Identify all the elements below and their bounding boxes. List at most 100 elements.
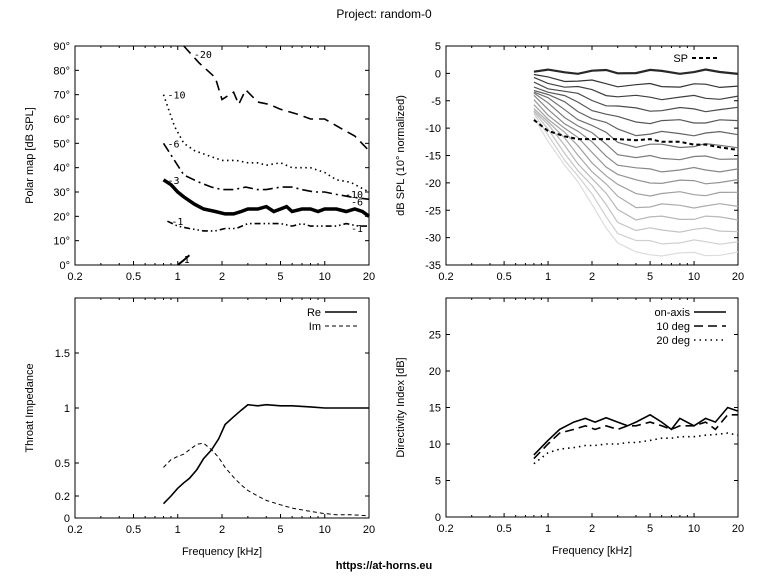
- x-tick-label: 10: [319, 271, 331, 283]
- polar-map-panel: 0.2 0.5 1 2 5 10 20 0° 10° 20° 30° 40° 50° 60° 70° 80° 9…: [24, 41, 375, 283]
- legend-label: on-axis: [655, 307, 691, 319]
- series-line-20-deg: [533, 432, 739, 465]
- x-tick-label: 5: [647, 523, 653, 535]
- y-tick-label: 20: [429, 366, 441, 378]
- spl-angle-curve: [533, 73, 739, 89]
- spl-angle-curve: [533, 94, 739, 173]
- spl-angle-curve: [533, 86, 739, 125]
- y-tick-label: -10: [425, 123, 441, 135]
- x-tick-label: 0.2: [438, 523, 453, 535]
- footer-url: https://at-horns.eu: [336, 560, 433, 572]
- contour-line: [162, 142, 370, 201]
- y-tick-label: -35: [425, 260, 441, 272]
- series-line-on-axis: [533, 406, 739, 456]
- x-tick-label: 0.2: [438, 271, 453, 283]
- x-tick-label: 2: [219, 524, 225, 536]
- spl-angle-curve: [533, 89, 739, 137]
- y-tick-label: 0.5: [55, 458, 70, 470]
- series-line-im: [163, 442, 370, 517]
- spl-angle-curve: [533, 91, 739, 149]
- x-tick-label: 2: [219, 271, 225, 283]
- y-tick-label: 40°: [53, 163, 70, 175]
- y-tick-label: -30: [425, 233, 441, 245]
- x-tick-label: 20: [732, 523, 744, 535]
- x-tick-label: 0.5: [126, 271, 141, 283]
- contour-level-label: -6: [351, 197, 363, 208]
- y-tick-label: 1: [64, 403, 70, 415]
- legend-label: Re: [307, 307, 321, 319]
- x-tick-label: 20: [363, 271, 375, 283]
- x-tick-label: 10: [319, 524, 331, 536]
- x-tick-label: 2: [589, 271, 595, 283]
- contour-level-label: -3: [168, 176, 180, 187]
- contour-line: [177, 254, 191, 266]
- contour-line: [162, 94, 370, 193]
- spl-angle-curve: [533, 104, 739, 197]
- legend-label: SP: [673, 53, 688, 65]
- y-tick-label: -5: [431, 96, 441, 108]
- y-tick-label: 15: [429, 403, 441, 415]
- contour-level-label: -10: [345, 190, 363, 201]
- plot-frame: [445, 297, 739, 518]
- x-tick-label: 0.5: [496, 271, 511, 283]
- x-tick-label: 0.5: [496, 523, 511, 535]
- y-tick-label: 0: [435, 512, 441, 524]
- x-tick-label: 0.5: [126, 524, 141, 536]
- y-tick-label: 20°: [53, 211, 70, 223]
- x-tick-label: 20: [732, 271, 744, 283]
- contour-level-label: -20: [194, 50, 212, 61]
- spl-angle-curve: [533, 108, 739, 209]
- legend: SP: [673, 53, 718, 65]
- x-tick-label: 2: [589, 523, 595, 535]
- spl-angle-curve: [533, 111, 739, 233]
- legend-label: Im: [309, 321, 321, 333]
- spl-angle-curve: [533, 110, 739, 221]
- y-tick-label: 10: [429, 439, 441, 451]
- contour-level-label: -10: [168, 91, 186, 102]
- x-tick-label: 5: [647, 271, 653, 283]
- y-tick-label: 5: [435, 476, 441, 488]
- contour-line: [167, 220, 369, 232]
- y-tick-label: 0.2: [55, 491, 70, 503]
- y-tick-label: 1.5: [55, 348, 70, 360]
- y-tick-label: 0: [64, 513, 70, 525]
- y-tick-label: 5: [435, 41, 441, 53]
- x-tick-label: 20: [363, 524, 375, 536]
- y-tick-label: -15: [425, 151, 441, 163]
- y-axis-label: Polar map [dB SPL]: [24, 107, 36, 204]
- y-tick-label: -20: [425, 178, 441, 190]
- spl-angle-curve: [533, 81, 739, 113]
- x-tick-label: 10: [688, 523, 700, 535]
- plot-frame: [445, 45, 739, 266]
- spl-angle-curve: [533, 99, 739, 185]
- spl-angle-curve: [533, 113, 739, 245]
- x-tick-label: 10: [688, 271, 700, 283]
- y-tick-label: 10°: [53, 236, 70, 248]
- x-tick-label: 1: [175, 524, 181, 536]
- series-line-re: [162, 403, 369, 505]
- x-tick-label: 1: [545, 523, 551, 535]
- figure-title: Project: random-0: [336, 7, 432, 21]
- y-tick-label: 50°: [53, 138, 70, 150]
- x-tick-label: 0.2: [67, 271, 82, 283]
- contour-level-label: -6: [168, 139, 180, 150]
- spl-angle-curve: [533, 116, 739, 257]
- x-axis-label: Frequency [kHz]: [182, 546, 262, 558]
- sp-series-line: [533, 119, 739, 151]
- series-line-10-deg: [533, 413, 738, 460]
- y-axis-label: Throat Impedance: [24, 363, 36, 452]
- contour-level-label: -1: [171, 217, 183, 228]
- x-tick-label: 5: [277, 271, 283, 283]
- y-tick-label: 70°: [53, 90, 70, 102]
- normalized-spl-panel: 0.2 0.5 1 2 5 10 20 5 0 -5 -10 -15 -20 -25 -30 -35 dB SP…: [395, 41, 744, 283]
- x-tick-label: 1: [175, 271, 181, 283]
- y-tick-label: 90°: [53, 41, 70, 53]
- legend: Re Im: [307, 307, 357, 333]
- y-tick-label: 80°: [53, 65, 70, 77]
- spl-angle-curve: [533, 92, 739, 161]
- contour-line: [183, 45, 370, 152]
- x-axis-label: Frequency [kHz]: [552, 545, 632, 557]
